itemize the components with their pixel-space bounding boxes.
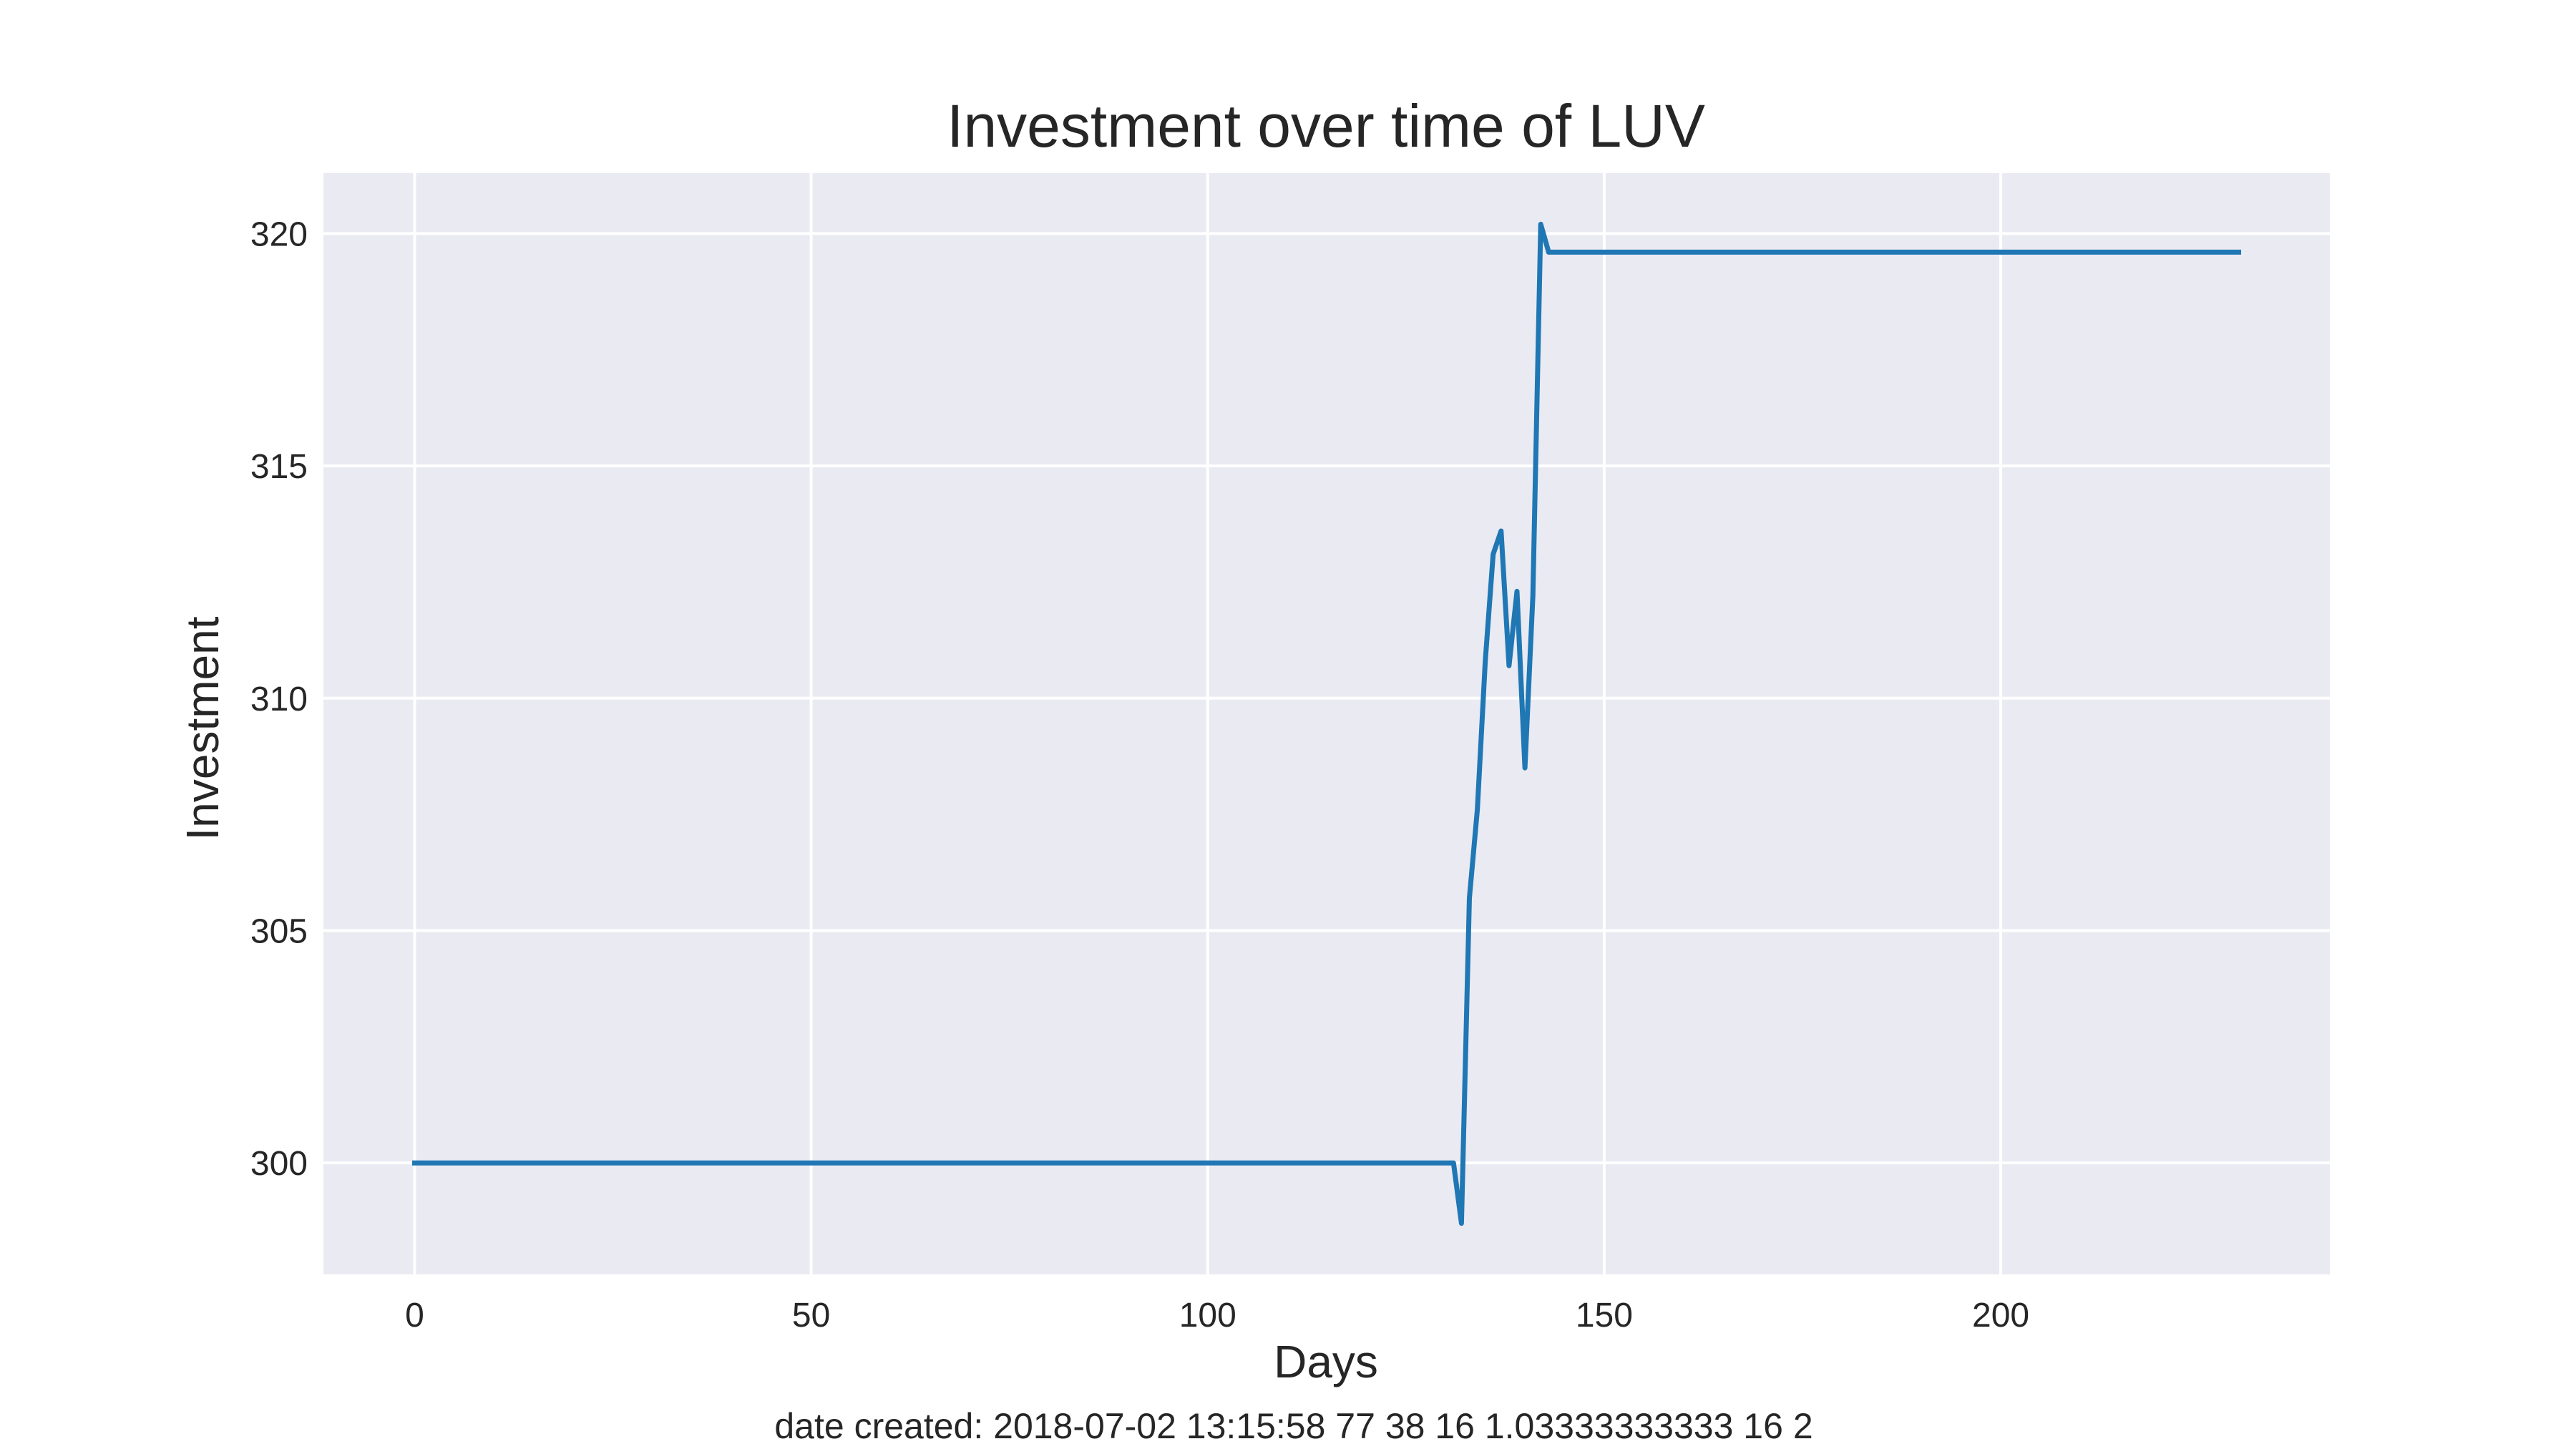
y-tick-label: 305 (250, 912, 308, 950)
y-tick-label: 320 (250, 215, 308, 253)
plot-area (323, 173, 2330, 1274)
y-tick-label: 300 (250, 1145, 308, 1183)
chart-title: Investment over time of LUV (947, 92, 1705, 160)
x-tick-label: 200 (1972, 1297, 2029, 1335)
x-axis-label: Days (1274, 1336, 1378, 1387)
y-axis-label: Investment (177, 616, 228, 840)
y-tick-label: 310 (250, 680, 308, 718)
x-tick-label: 50 (792, 1297, 830, 1335)
investment-series-line (412, 221, 2241, 1226)
x-tick-label: 150 (1576, 1297, 1633, 1335)
tick-labels: 0 50 100 150 200 300 305 310 315 320 (250, 215, 2029, 1335)
y-tick-label: 315 (250, 448, 308, 486)
x-tick-label: 0 (405, 1297, 424, 1335)
date-created-footer: date created: 2018-07-02 13:15:58 77 38 … (774, 1406, 1813, 1446)
x-tick-label: 100 (1179, 1297, 1236, 1335)
series-layer (412, 221, 2241, 1226)
